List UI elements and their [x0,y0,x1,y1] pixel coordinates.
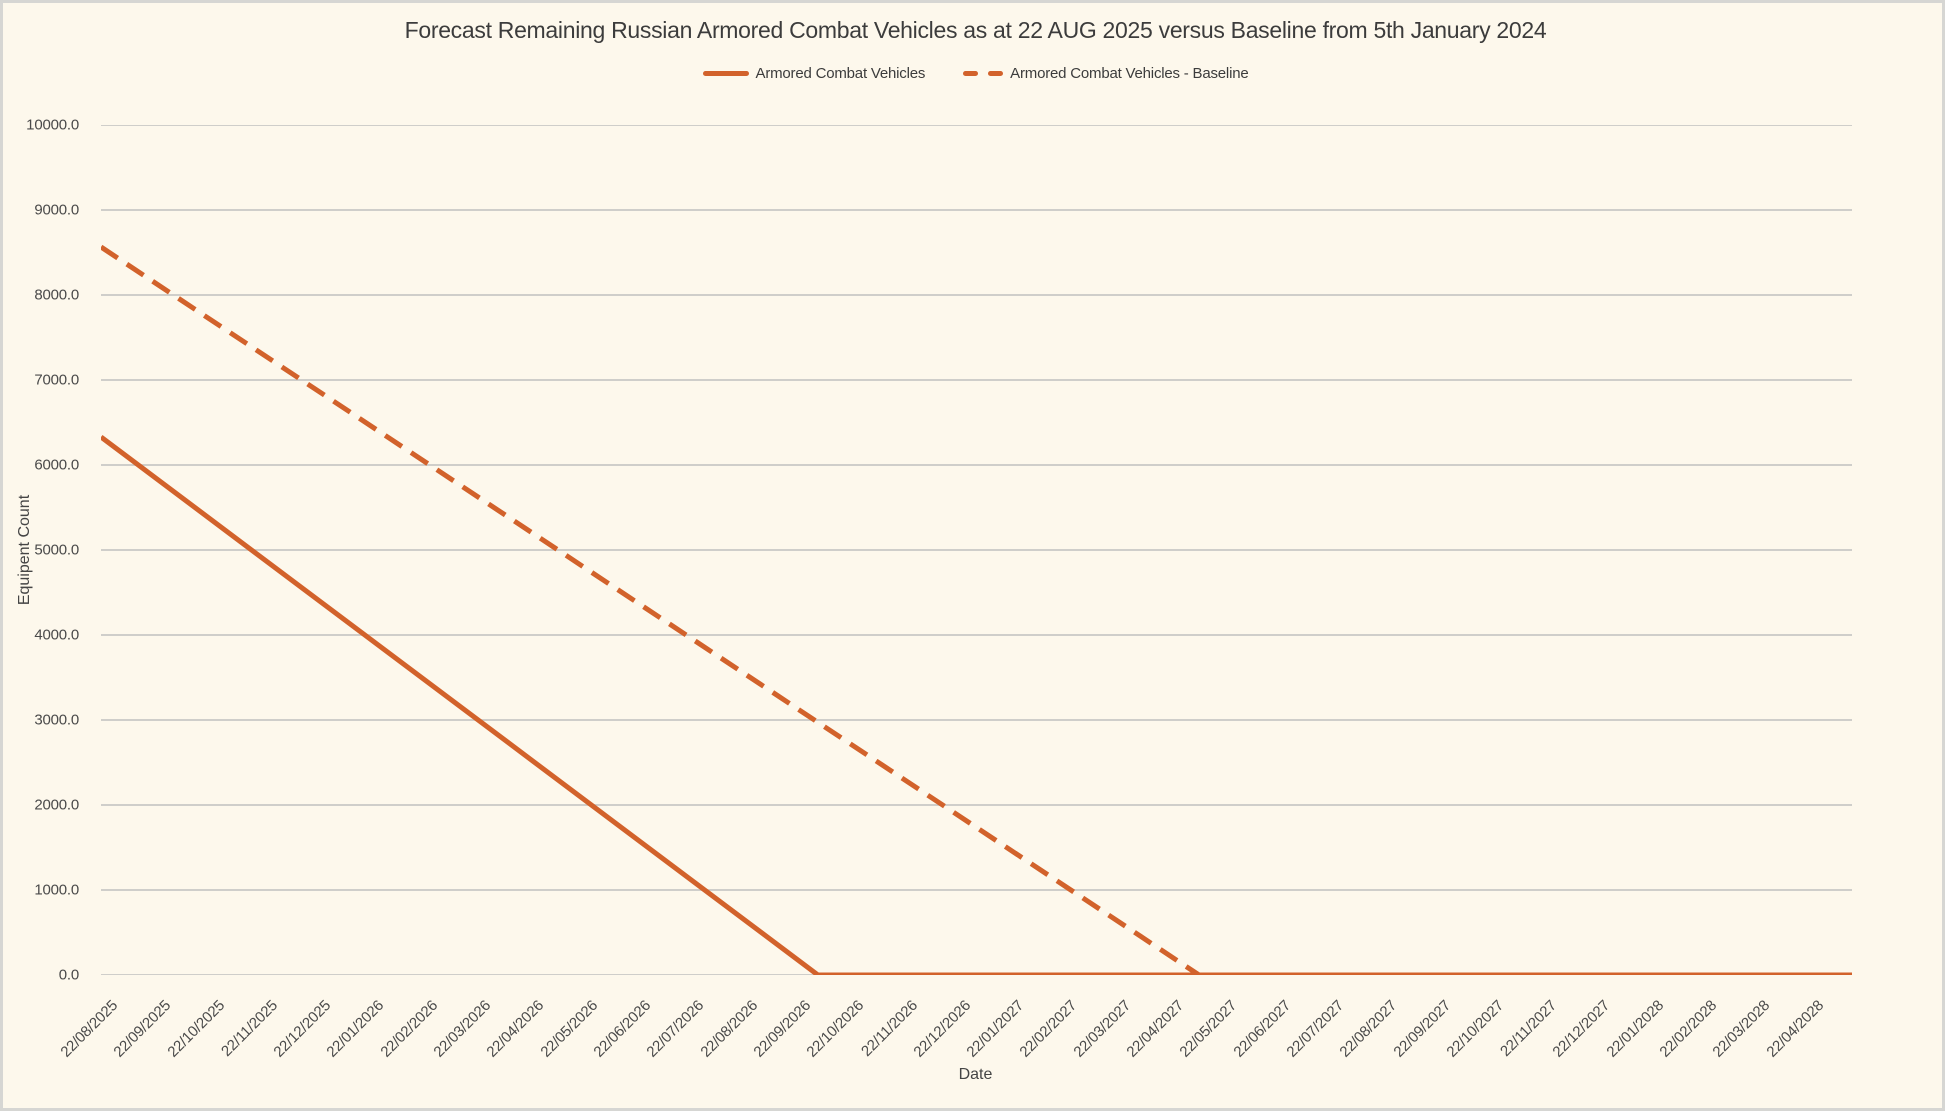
x-tick-label: 22/03/2028 [1709,997,1774,1061]
y-tick-label: 5000.0 [34,541,79,559]
x-axis-tick-labels: 22/08/2025 22/09/2025 22/10/2025 22/11/2025… [57,975,1852,1070]
x-tick-label: 22/05/2026 [537,997,601,1061]
y-tick-label: 10000.0 [26,116,79,134]
y-tick-label: 3000.0 [34,711,79,729]
legend-label-baseline: Armored Combat Vehicles - Baseline [1010,64,1249,82]
y-tick-label: 0.0 [58,966,79,984]
legend-item-baseline: Armored Combat Vehicles - Baseline [963,64,1249,82]
plot-area [101,125,1852,975]
x-tick-label: 22/08/2025 [57,997,122,1061]
x-tick-label: 22/01/2028 [1603,997,1667,1061]
x-tick-label: 22/07/2027 [1283,997,1347,1061]
x-tick-label: 22/11/2026 [857,997,921,1060]
x-tick-label: 22/09/2026 [750,997,814,1061]
x-tick-label: 22/02/2028 [1656,997,1721,1061]
legend-label-armored-combat-vehicles: Armored Combat Vehicles [755,64,926,82]
x-tick-label: 22/04/2028 [1763,997,1827,1061]
y-tick-label: 8000.0 [34,286,79,304]
x-tick-label: 22/09/2027 [1389,997,1454,1061]
y-tick-label: 9000.0 [34,201,79,219]
x-tick-label: 22/08/2027 [1336,997,1401,1061]
x-tick-label: 22/05/2027 [1176,997,1241,1061]
x-tick-label: 22/03/2026 [430,997,495,1061]
y-tick-label: 7000.0 [34,371,79,389]
x-tick-label: 22/12/2026 [910,997,974,1061]
x-tick-label: 22/02/2027 [1016,997,1081,1061]
solid-line-swatch-icon [702,70,749,76]
x-tick-label: 22/12/2025 [270,997,335,1061]
x-tick-label: 22/12/2027 [1549,997,1614,1061]
x-axis-title: Date [958,1066,993,1083]
x-tick-label: 22/01/2026 [323,997,388,1061]
x-tick-label: 22/04/2027 [1123,997,1188,1061]
x-tick-label: 22/10/2027 [1443,997,1507,1061]
chart-title: Forecast Remaining Russian Armored Comba… [404,17,1547,43]
x-tick-label: 22/09/2025 [110,997,175,1061]
dashed-line-swatch-icon [963,70,1004,76]
legend-item-armored-combat-vehicles: Armored Combat Vehicles [702,64,926,82]
y-tick-label: 4000.0 [34,626,79,644]
x-tick-label: 22/01/2027 [963,997,1028,1061]
x-tick-label: 22/02/2026 [377,997,441,1061]
x-tick-label: 22/06/2027 [1229,997,1294,1061]
x-tick-label: 22/10/2025 [163,997,228,1061]
y-tick-label: 1000.0 [34,881,79,899]
y-axis-tick-labels: 0.0 1000.0 2000.0 3000.0 4000.0 5000.0 6000.0 7… [3,117,79,984]
series-line-dashed [101,244,1852,975]
x-tick-label: 22/10/2026 [803,997,868,1061]
y-tick-label: 6000.0 [34,456,79,474]
x-tick-label: 22/08/2026 [696,997,761,1061]
x-tick-label: 22/07/2026 [643,997,708,1061]
x-tick-label: 22/04/2026 [483,997,548,1061]
y-tick-label: 2000.0 [34,796,79,814]
series-line-solid [101,435,1852,975]
legend: Armored Combat Vehicles Armored Combat V… [100,61,1851,85]
x-tick-label: 22/03/2027 [1070,997,1134,1061]
x-tick-label: 22/06/2026 [590,997,655,1061]
